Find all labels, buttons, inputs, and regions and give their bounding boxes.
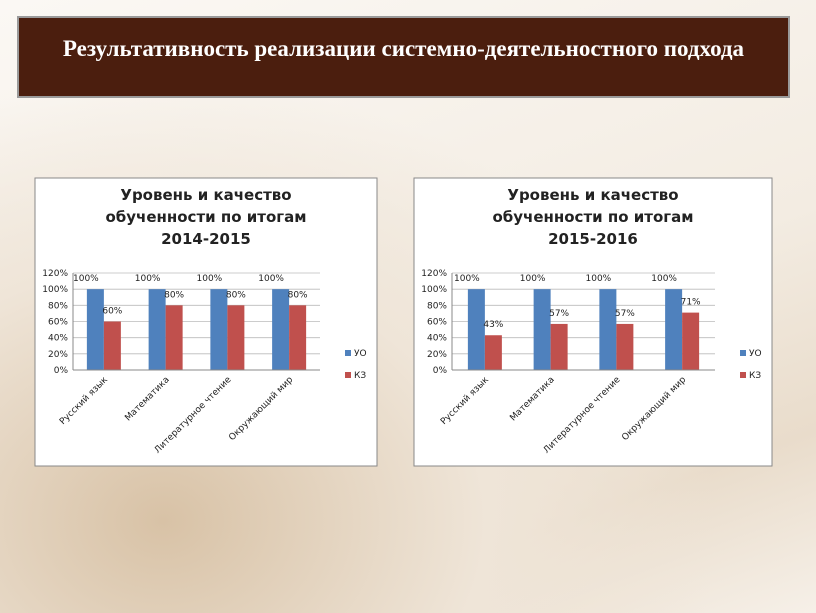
value-label: 80% <box>288 290 308 300</box>
value-label: 100% <box>651 274 677 284</box>
value-label: 100% <box>73 274 99 284</box>
y-tick-label: 100% <box>42 285 68 295</box>
value-label: 57% <box>615 309 635 319</box>
legend-label: УО <box>749 349 762 359</box>
value-label: 100% <box>197 274 223 284</box>
bar <box>665 289 683 370</box>
value-label: 71% <box>681 298 701 308</box>
bar <box>599 289 617 370</box>
bar <box>148 289 166 370</box>
legend-swatch <box>345 350 351 356</box>
value-label: 80% <box>226 290 246 300</box>
legend-swatch <box>345 372 351 378</box>
y-tick-label: 20% <box>427 350 447 360</box>
legend-swatch <box>740 350 746 356</box>
chart: Уровень и качество обученности по итогам… <box>413 177 773 467</box>
bar <box>86 289 104 370</box>
bar <box>227 305 245 370</box>
y-tick-label: 20% <box>48 350 68 360</box>
y-tick-label: 0% <box>433 366 448 376</box>
bar <box>616 323 634 370</box>
bar <box>467 289 485 370</box>
bar <box>165 305 183 370</box>
chart-title-box: Уровень и качество обученности по итогам… <box>492 186 694 248</box>
chart-title-box: Уровень и качество обученности по итогам… <box>105 186 307 248</box>
y-tick-label: 40% <box>48 334 68 344</box>
slide-title: Результативность реализации системно-дея… <box>17 16 790 98</box>
bar <box>533 289 551 370</box>
value-label: 57% <box>549 309 569 319</box>
bar <box>210 289 228 370</box>
value-label: 80% <box>164 290 184 300</box>
bar <box>272 289 290 370</box>
legend-swatch <box>740 372 746 378</box>
bar <box>103 321 121 370</box>
y-tick-label: 80% <box>427 301 447 311</box>
legend-label: УО <box>354 349 367 359</box>
chart: Уровень и качество обученности по итогам… <box>34 177 378 467</box>
value-label: 60% <box>102 307 122 317</box>
y-tick-label: 100% <box>421 285 447 295</box>
legend-label: КЗ <box>354 371 366 381</box>
y-tick-label: 60% <box>48 318 68 328</box>
y-tick-label: 80% <box>48 301 68 311</box>
y-tick-label: 120% <box>42 269 68 279</box>
bar <box>289 305 307 370</box>
bar <box>550 323 568 370</box>
value-label: 100% <box>586 274 612 284</box>
y-tick-label: 60% <box>427 318 447 328</box>
y-tick-label: 120% <box>421 269 447 279</box>
y-tick-label: 40% <box>427 334 447 344</box>
value-label: 100% <box>454 274 480 284</box>
value-label: 100% <box>258 274 284 284</box>
bar <box>682 312 700 370</box>
chart-title: Уровень и качество обученности по итогам… <box>492 186 694 248</box>
value-label: 100% <box>135 274 161 284</box>
value-label: 100% <box>520 274 546 284</box>
bar <box>484 335 502 370</box>
chart-title: Уровень и качество обученности по итогам… <box>105 186 307 248</box>
y-tick-label: 0% <box>54 366 69 376</box>
value-label: 43% <box>483 320 503 330</box>
legend-label: КЗ <box>749 371 761 381</box>
